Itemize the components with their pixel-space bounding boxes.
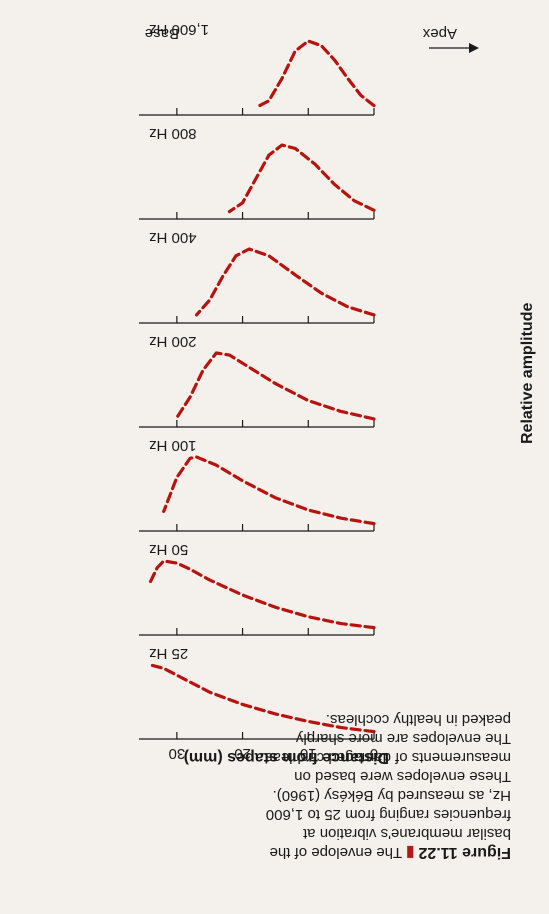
frequency-label: 400 Hz bbox=[149, 229, 197, 246]
x-tick-label: 30 bbox=[169, 745, 186, 762]
frequency-label: 25 Hz bbox=[149, 645, 188, 662]
envelope-curve-6 bbox=[254, 39, 376, 110]
x-tick-label: 10 bbox=[300, 745, 317, 762]
x-tick-label: 20 bbox=[234, 745, 251, 762]
envelope-curve-5 bbox=[227, 143, 376, 214]
envelope-curve-3 bbox=[175, 351, 376, 421]
frequency-label: 800 Hz bbox=[149, 125, 197, 142]
frequency-label: 1,600 Hz bbox=[149, 21, 209, 38]
envelope-curve-0 bbox=[148, 663, 376, 734]
frequency-label: 200 Hz bbox=[149, 333, 197, 350]
envelope-curve-2 bbox=[162, 455, 376, 526]
envelope-curve-4 bbox=[194, 247, 376, 317]
x-tick-label: 0 bbox=[370, 745, 378, 762]
apex-arrow-head-icon bbox=[469, 43, 479, 53]
frequency-label: 100 Hz bbox=[149, 437, 197, 454]
envelope-curve-1 bbox=[148, 559, 376, 630]
frequency-label: 50 Hz bbox=[149, 541, 188, 558]
